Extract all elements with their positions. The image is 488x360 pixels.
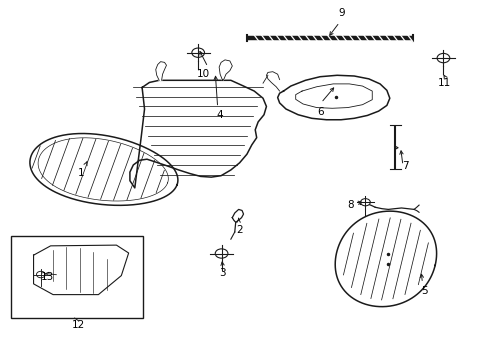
Text: 8: 8 (347, 200, 353, 210)
Text: 6: 6 (316, 107, 323, 117)
Text: 7: 7 (401, 161, 408, 171)
Text: 11: 11 (437, 78, 450, 88)
Text: 9: 9 (338, 8, 345, 18)
Circle shape (360, 199, 369, 206)
Polygon shape (277, 75, 389, 120)
Text: 1: 1 (78, 168, 84, 178)
Polygon shape (219, 60, 232, 80)
Text: 12: 12 (72, 320, 85, 330)
Polygon shape (34, 245, 128, 294)
Text: 13: 13 (41, 272, 54, 282)
Polygon shape (232, 210, 243, 222)
Text: 4: 4 (216, 111, 223, 121)
Text: 2: 2 (236, 225, 243, 235)
Polygon shape (30, 134, 178, 205)
Circle shape (37, 271, 45, 278)
Circle shape (191, 48, 204, 57)
Polygon shape (130, 80, 266, 188)
Polygon shape (295, 84, 371, 108)
Circle shape (436, 53, 449, 63)
Polygon shape (156, 62, 166, 80)
Text: 5: 5 (421, 286, 427, 296)
Text: 3: 3 (219, 268, 225, 278)
Polygon shape (266, 72, 279, 91)
Text: 10: 10 (196, 69, 209, 79)
Polygon shape (334, 211, 436, 307)
Bar (11, 235, 143, 318)
Circle shape (215, 249, 227, 258)
